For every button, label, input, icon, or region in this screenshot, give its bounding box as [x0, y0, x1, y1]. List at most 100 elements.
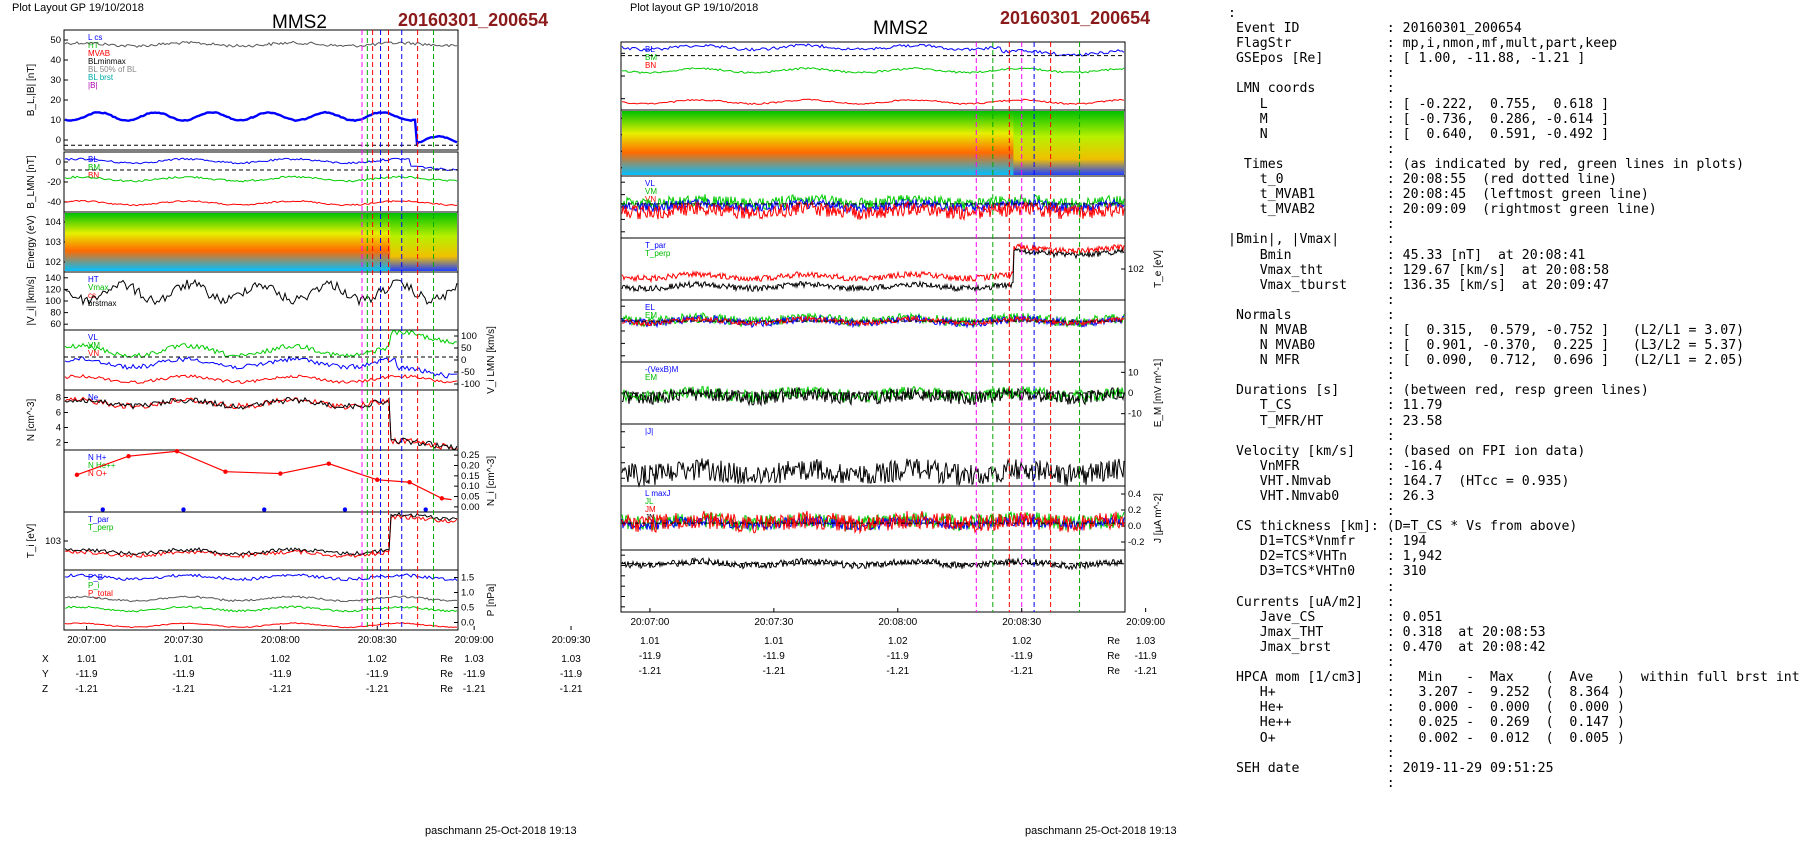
y-tick-label: 100 — [45, 296, 61, 307]
y-tick-label: -0.2 — [1128, 537, 1144, 548]
right-event-title: 20160301_200654 — [1000, 8, 1151, 28]
coord-value: -11.9 — [172, 669, 194, 680]
info-line: O+ : 0.002 - 0.012 ( 0.005 ) — [1228, 730, 1625, 746]
info-line: L : [ -0.222, 0.755, 0.618 ] — [1228, 96, 1610, 112]
series-line — [64, 512, 458, 556]
info-line: Event ID : 20160301_200654 — [1228, 21, 1522, 37]
info-line: Jave_CS : 0.051 — [1228, 609, 1443, 625]
legend-entry: -(VexB)M — [645, 365, 679, 374]
legend-entry: cs — [88, 291, 96, 300]
info-line: LMN coords : — [1228, 81, 1395, 97]
panel-EM: 10 0 -10 E_M [mV m^-1] -(VexB)MEM — [620, 358, 1164, 427]
series-line — [621, 515, 1125, 532]
event-info-panel: : Event ID : 20160301_200654 FlagStr : m… — [1228, 6, 1800, 791]
coord-label: X — [42, 654, 49, 665]
legend-entry: BM — [645, 53, 657, 62]
y-tick-label: 102 — [1128, 264, 1144, 275]
y-axis-label: Energy (eV) — [26, 215, 37, 268]
y-tick-label: 30 — [50, 75, 61, 86]
x-tick-label: 20:07:00 — [67, 635, 106, 646]
x-tick-label: 20:07:30 — [754, 617, 793, 628]
info-line: He+ : 0.000 - 0.000 ( 0.000 ) — [1228, 700, 1625, 716]
x-tick-label: 20:08:30 — [358, 635, 397, 646]
coord-unit: Re — [1107, 636, 1120, 647]
y-axis-label: B_L,|B| [nT] — [26, 64, 37, 117]
info-line: SEH date : 2019-11-29 09:51:25 — [1228, 760, 1554, 776]
y-tick-label: 1.0 — [461, 588, 474, 599]
series-line — [64, 622, 458, 629]
info-line: : — [1228, 217, 1395, 233]
coord-value: -11.9 — [887, 651, 909, 662]
series-line — [621, 98, 1125, 105]
y-tick-label: 4 — [56, 423, 61, 434]
legend-entry: P_B — [88, 573, 103, 582]
info-line: : — [1228, 6, 1236, 21]
legend-entry: VL — [645, 179, 655, 188]
legend-entry: P_total — [88, 589, 113, 598]
info-line: T_MFR/HT : 23.58 — [1228, 413, 1443, 429]
y-tick-label: 104 — [45, 217, 61, 228]
y-axis-label: T_i [eV] — [26, 524, 37, 559]
legend-entry: VM — [88, 341, 100, 350]
y-tick-label: 50 — [50, 35, 61, 46]
spectrogram-post — [1013, 111, 1124, 175]
y-tick-label: 0 — [461, 355, 466, 366]
legend-entry: BL 50% of BL — [88, 65, 137, 74]
y-tick-label: 0.15 — [461, 471, 480, 482]
coord-value: 1.03 — [1136, 636, 1156, 647]
y-tick-label: 0 — [1128, 388, 1133, 399]
legend-entry: VN — [645, 195, 656, 204]
panel-frame — [620, 237, 1126, 301]
y-axis-label: E_M [mV m^-1] — [1153, 358, 1164, 427]
series-line — [621, 313, 1124, 329]
series-line — [621, 556, 1125, 571]
coord-unit: Re — [440, 669, 453, 680]
info-line: T_CS : 11.79 — [1228, 398, 1443, 414]
y-tick-label: -20 — [47, 177, 61, 188]
spectrogram-pre — [622, 111, 1015, 175]
info-line: D3=TCS*VHTn0 : 310 — [1228, 564, 1427, 580]
info-line: H+ : 3.207 - 9.252 ( 8.364 ) — [1228, 685, 1625, 701]
legend-entry: P_i — [88, 581, 100, 590]
info-line: Jmax_brst : 0.470 at 20:08:42 — [1228, 639, 1546, 655]
coord-value: -11.9 — [560, 669, 582, 680]
coord-value: -1.21 — [560, 684, 583, 695]
info-line: Times : (as indicated by red, green line… — [1228, 156, 1745, 172]
coord-value: -11.9 — [1135, 651, 1157, 662]
coord-value: 1.01 — [174, 654, 194, 665]
info-line: HPCA mom [1/cm3] : Min - Max ( Ave ) wit… — [1228, 670, 1800, 686]
coord-value: -1.21 — [886, 666, 909, 677]
x-tick-label: 20:07:30 — [164, 635, 203, 646]
spectrogram-post — [390, 213, 457, 271]
legend-entry: HT — [88, 275, 99, 284]
info-line: FlagStr : mp,i,nmon,mf,mult,part,keep — [1228, 36, 1618, 52]
coord-label: Z — [42, 684, 48, 695]
y-axis-label: J [μA m^-2] — [1153, 493, 1164, 543]
legend-entry: Vmax — [88, 283, 108, 292]
info-line: |Bmin|, |Vmax| : — [1228, 232, 1395, 248]
series-line — [64, 595, 458, 603]
info-line: : — [1228, 368, 1395, 384]
info-line: N : [ 0.640, 0.591, -0.492 ] — [1228, 126, 1610, 142]
legend-entry: VL — [88, 333, 98, 342]
info-line: VHT.Nmvab0 : 26.3 — [1228, 489, 1435, 504]
legend-entry: HT — [88, 41, 99, 50]
info-line: Jmax_THT : 0.318 at 20:08:53 — [1228, 624, 1546, 640]
series-line — [621, 200, 1125, 222]
y-tick-label: 0.4 — [1128, 489, 1141, 500]
panel-frame — [620, 549, 1126, 613]
info-line: CS thickness [km]: (D=T_CS * Vs from abo… — [1228, 519, 1578, 535]
legend-entry: MVAB — [88, 49, 110, 58]
legend-entry: N H+ — [88, 453, 107, 462]
series-line — [76, 450, 452, 501]
coord-value: -1.21 — [463, 684, 486, 695]
info-line: : — [1228, 141, 1395, 157]
data-point — [423, 507, 428, 512]
legend-entry: BM — [88, 163, 100, 172]
panel-frame — [620, 299, 1126, 363]
x-tick-label: 20:08:00 — [878, 617, 917, 628]
